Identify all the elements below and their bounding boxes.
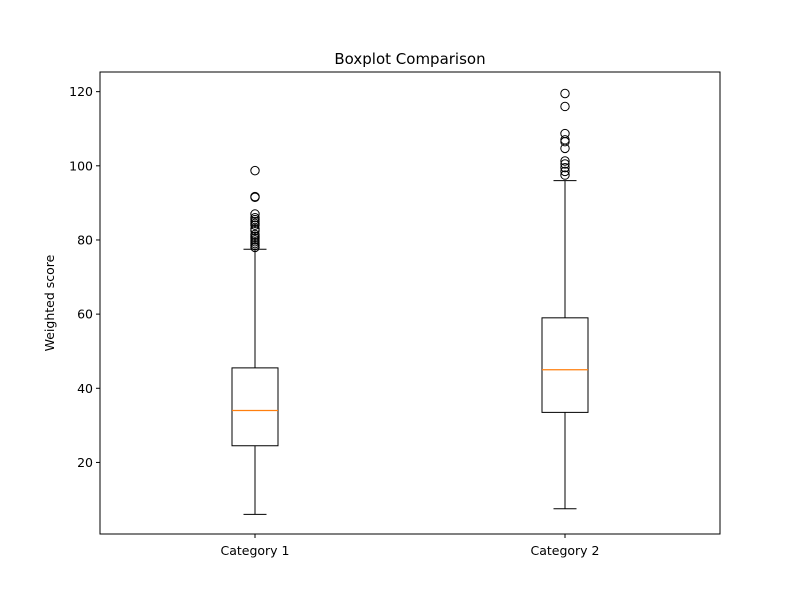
outlier-point: [560, 166, 570, 177]
outlier-point: [560, 101, 570, 112]
box-group: [231, 165, 279, 515]
outlier-point: [250, 191, 260, 202]
iqr-box: [541, 317, 589, 413]
outlier-point: [250, 165, 260, 176]
outlier-point: [250, 192, 260, 203]
outlier-point: [560, 135, 570, 145]
iqr-box: [231, 367, 279, 447]
y-tick-label: 120: [69, 84, 93, 99]
y-axis: 20 40 60 80 100 120: [69, 84, 100, 470]
y-tick-label: 60: [77, 307, 93, 322]
outlier-point: [250, 229, 260, 240]
box-group: [541, 88, 589, 510]
outlier-point: [560, 170, 570, 180]
outlier-point: [250, 209, 260, 219]
boxes-layer: [231, 88, 589, 515]
outlier-point: [560, 159, 570, 169]
outlier-point: [250, 224, 260, 234]
x-axis: Category 1 Category 2: [220, 534, 600, 558]
y-tick-label: 100: [69, 158, 93, 173]
y-tick-label: 80: [77, 232, 93, 247]
plot-area-frame: [99, 71, 721, 535]
outlier-point: [560, 128, 570, 139]
outlier-point: [560, 88, 570, 99]
y-tick-label: 40: [77, 381, 93, 396]
chart-title: Boxplot Comparison: [334, 50, 485, 68]
x-tick-label: Category 2: [530, 543, 599, 558]
outlier-point: [560, 162, 570, 173]
outlier-point: [250, 213, 260, 223]
outlier-point: [560, 156, 570, 166]
y-tick-label: 20: [77, 455, 93, 470]
y-axis-label: Weighted score: [42, 254, 57, 351]
x-tick-label: Category 1: [220, 543, 289, 558]
